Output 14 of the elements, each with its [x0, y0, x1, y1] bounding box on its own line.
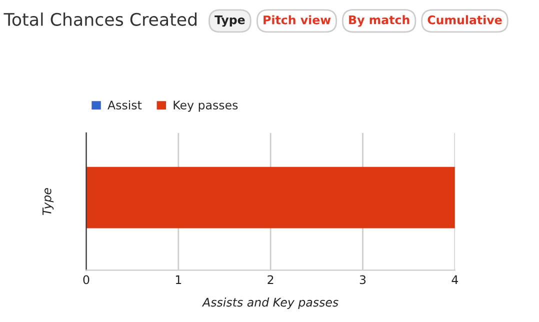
text: By match — [349, 15, 410, 27]
x-tick-label: 0 — [83, 275, 90, 284]
x-tick-label: 1 — [176, 275, 182, 284]
text: Pitch view — [264, 15, 331, 24]
x-tick-label: 4 — [452, 275, 458, 284]
text: Cumulative — [428, 15, 502, 24]
text: Type — [214, 15, 245, 27]
x-tick-label: 3 — [360, 275, 366, 284]
y-axis-title: Type — [42, 188, 54, 216]
x-axis-title: Assists and Key passes — [202, 298, 338, 309]
x-tick-label: 2 — [268, 275, 274, 284]
chart-title: Total Chances Created — [4, 12, 197, 26]
legend-label: Key passes — [174, 100, 238, 112]
legend-label: Assist — [108, 100, 142, 110]
